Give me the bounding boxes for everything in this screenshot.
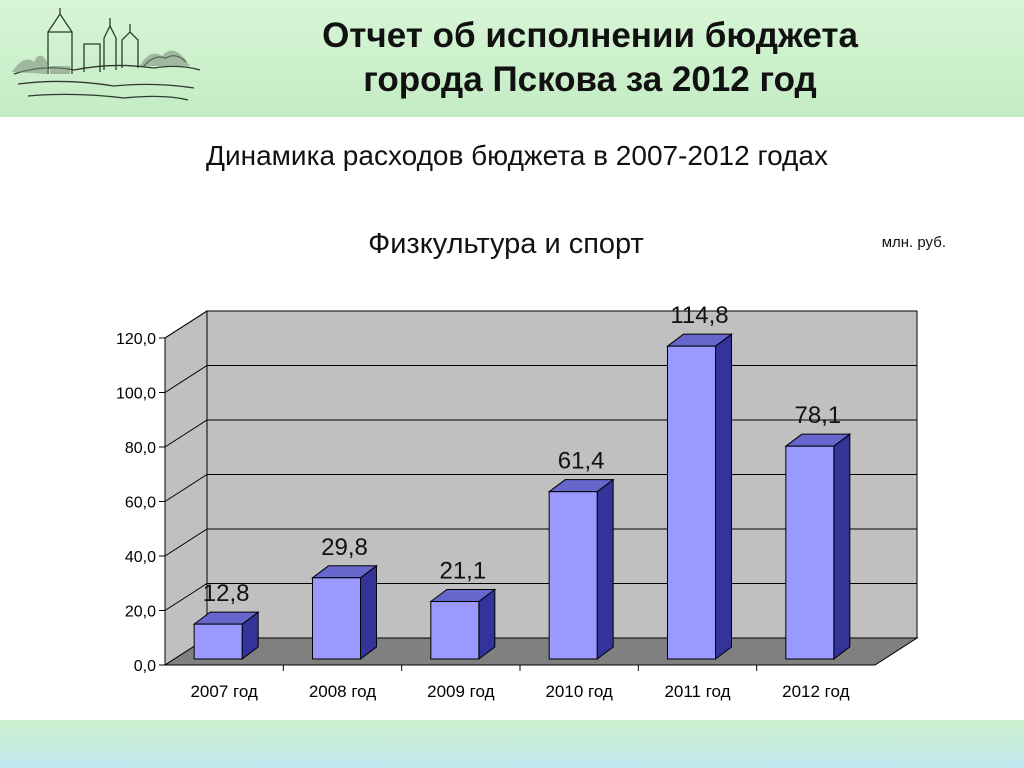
data-label: 21,1 [439, 558, 486, 585]
bar [312, 577, 361, 660]
gridline [164, 310, 917, 339]
y-tick-label: 120,0 [116, 331, 156, 348]
report-title: Отчет об исполнении бюджета города Псков… [250, 14, 930, 102]
section-subtitle: Динамика расходов бюджета в 2007-2012 го… [206, 140, 828, 171]
x-tick-label: 2012 год [782, 682, 849, 701]
data-label: 78,1 [794, 402, 841, 429]
report-title-line-1: Отчет об исполнении бюджета [322, 16, 858, 55]
data-label: 61,4 [558, 448, 605, 475]
x-tick-label: 2007 год [190, 682, 257, 701]
bar [667, 345, 716, 660]
bar [430, 601, 480, 660]
chart-title: Физкультура и спорт [368, 228, 644, 260]
data-label: 29,8 [321, 534, 368, 561]
x-tick-label: 2008 год [309, 682, 376, 701]
bar-side [715, 333, 732, 660]
data-label: 114,8 [670, 302, 728, 329]
y-tick-label: 0,0 [134, 658, 156, 675]
x-tick-label: 2011 год [664, 682, 730, 701]
y-tick-label: 100,0 [116, 386, 156, 403]
x-tick-label: 2010 год [545, 682, 612, 701]
bar [193, 623, 243, 660]
y-tick-label: 20,0 [125, 604, 156, 621]
bar-side [833, 433, 851, 660]
bar-side [596, 478, 614, 660]
footer-band [0, 720, 1024, 768]
bar-side [360, 564, 377, 660]
y-tick-label: 60,0 [125, 495, 156, 512]
data-label: 12,8 [203, 580, 250, 607]
y-tick-label: 80,0 [125, 440, 156, 457]
unit-label: млн. руб. [882, 234, 946, 251]
x-tick-label: 2009 год [427, 682, 494, 701]
bar [548, 491, 598, 660]
report-title-line-2: города Пскова за 2012 год [363, 60, 817, 99]
bar [785, 445, 835, 660]
pskov-kremlin-sketch-icon [12, 8, 201, 101]
y-tick-label: 40,0 [125, 549, 156, 566]
